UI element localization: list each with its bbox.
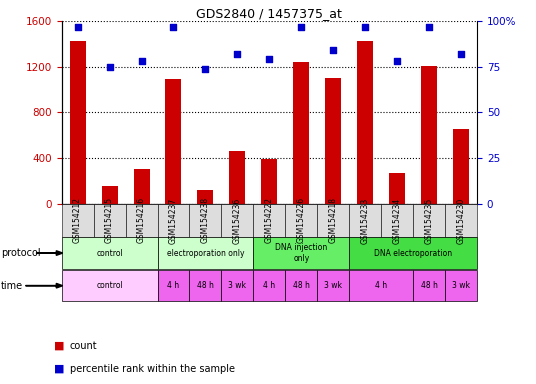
Bar [357,40,373,204]
Text: GSM154238: GSM154238 [201,197,210,243]
Text: time: time [1,281,23,291]
Text: GSM154234: GSM154234 [393,197,401,243]
Bar [293,62,309,204]
Text: 48 h: 48 h [421,281,437,290]
Text: GSM154233: GSM154233 [361,197,370,243]
Bar [262,159,277,204]
Text: ■: ■ [54,364,64,374]
Bar [325,78,341,204]
Bar [421,66,437,204]
Text: 48 h: 48 h [293,281,310,290]
Text: count: count [70,341,98,351]
Point [361,23,369,30]
Text: 4 h: 4 h [167,281,180,290]
Text: GSM154215: GSM154215 [105,197,114,243]
Bar [166,79,182,204]
Bar [102,186,117,204]
Text: 4 h: 4 h [263,281,276,290]
Text: 48 h: 48 h [197,281,214,290]
Bar [197,190,213,204]
Text: 3 wk: 3 wk [228,281,247,290]
Point [265,56,274,63]
Text: protocol: protocol [1,248,41,258]
Text: DNA injection
only: DNA injection only [275,243,327,263]
Title: GDS2840 / 1457375_at: GDS2840 / 1457375_at [196,7,343,20]
Text: GSM154218: GSM154218 [329,197,338,243]
Text: GSM154222: GSM154222 [265,197,274,243]
Point [73,23,82,30]
Bar [453,129,469,204]
Bar [389,173,405,204]
Text: GSM154216: GSM154216 [137,197,146,243]
Point [425,23,434,30]
Text: DNA electroporation: DNA electroporation [374,248,452,258]
Text: 3 wk: 3 wk [324,281,343,290]
Bar [133,169,150,204]
Text: GSM154237: GSM154237 [169,197,178,243]
Point [457,51,465,57]
Text: GSM154226: GSM154226 [297,197,306,243]
Text: GSM154212: GSM154212 [73,197,82,243]
Text: electroporation only: electroporation only [167,248,244,258]
Point [297,23,306,30]
Point [393,58,401,65]
Point [169,23,178,30]
Text: control: control [96,248,123,258]
Point [329,47,338,53]
Text: 4 h: 4 h [375,281,387,290]
Text: percentile rank within the sample: percentile rank within the sample [70,364,235,374]
Text: control: control [96,281,123,290]
Bar [70,40,86,204]
Point [201,65,210,71]
Bar [229,151,245,204]
Text: ■: ■ [54,341,64,351]
Text: 3 wk: 3 wk [452,281,470,290]
Point [105,64,114,70]
Point [137,58,146,65]
Text: GSM154230: GSM154230 [457,197,466,243]
Text: GSM154236: GSM154236 [233,197,242,243]
Point [233,51,242,57]
Text: GSM154235: GSM154235 [425,197,434,243]
